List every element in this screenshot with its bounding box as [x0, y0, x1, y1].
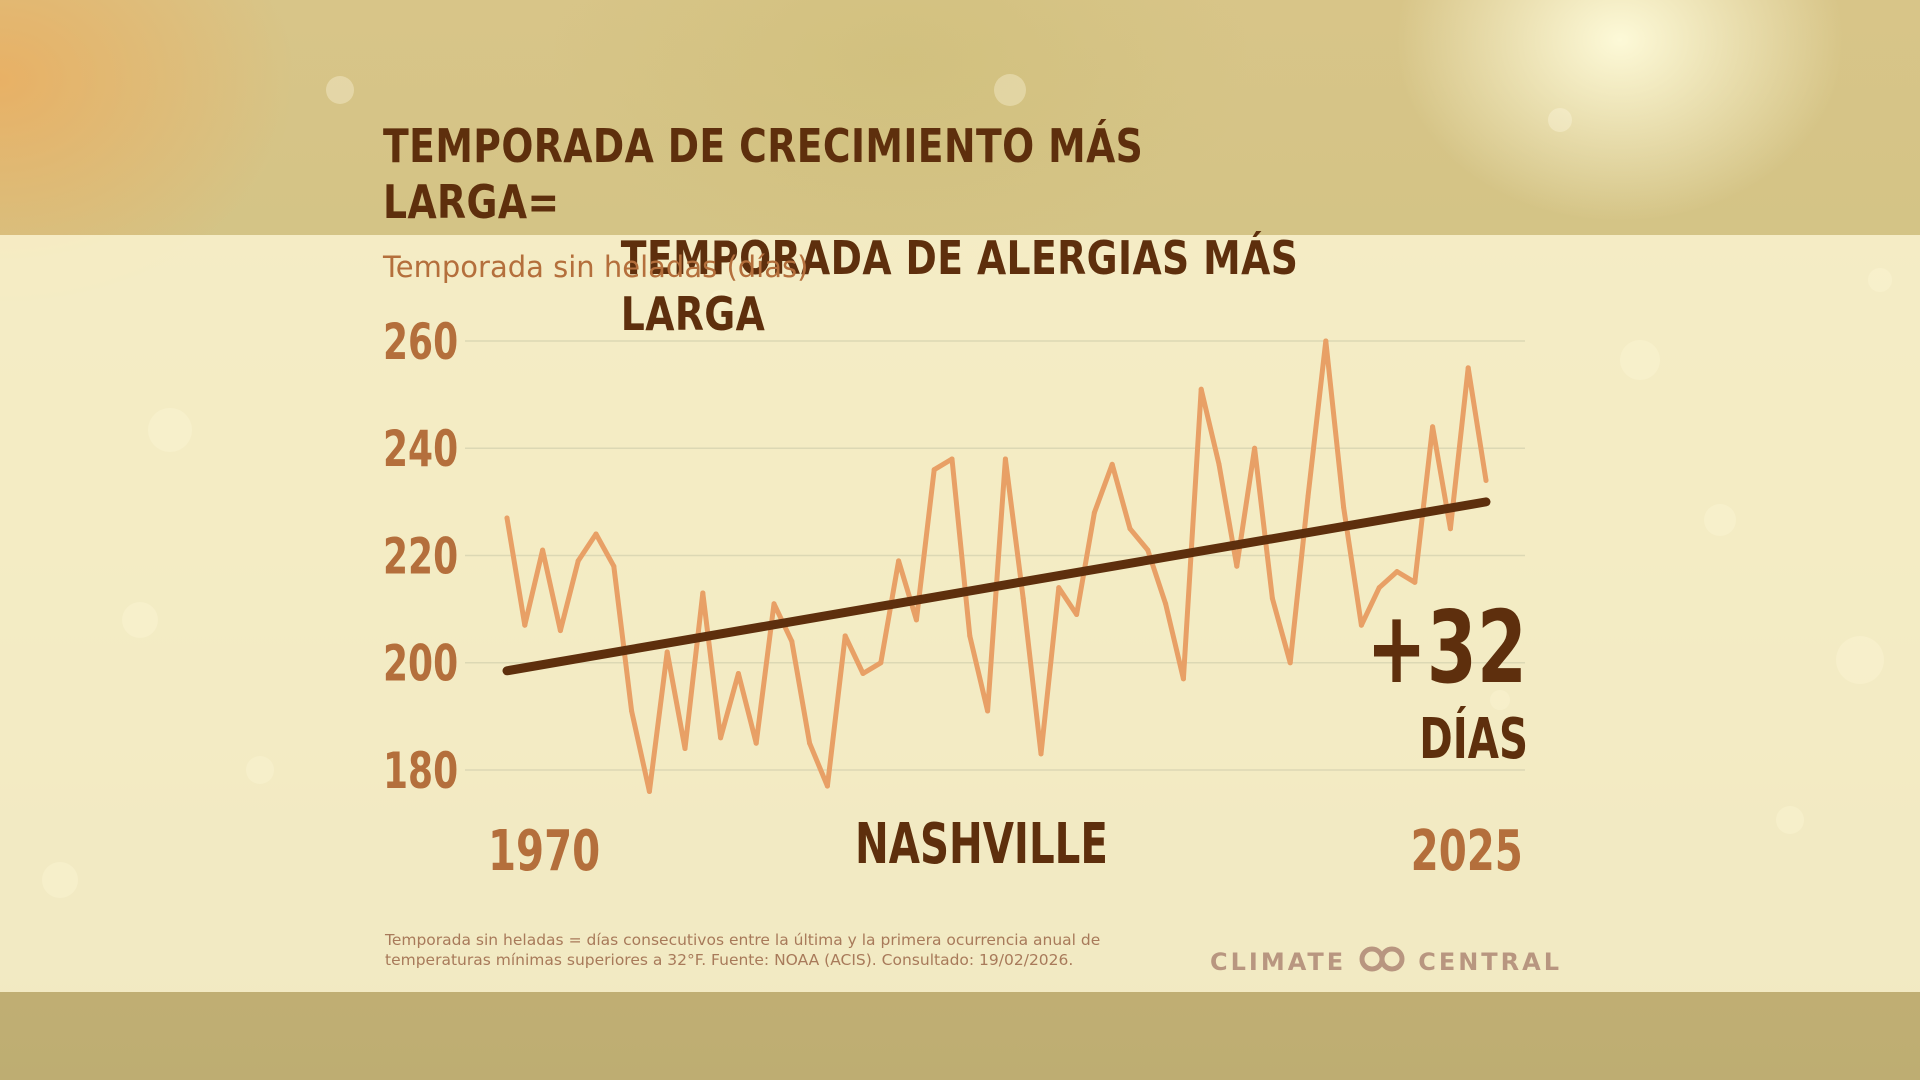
data-point	[1056, 585, 1062, 591]
data-point	[1447, 526, 1453, 532]
data-point	[575, 558, 581, 564]
data-point	[1252, 445, 1258, 451]
data-point	[611, 563, 617, 569]
data-point	[664, 649, 670, 655]
data-point	[1038, 751, 1044, 757]
data-point	[1430, 424, 1436, 430]
data-point	[1163, 601, 1169, 607]
data-point	[1127, 526, 1133, 532]
y-tick-label: 220	[383, 529, 458, 586]
bokeh-spot	[326, 76, 354, 104]
series-line-frost-free-days	[504, 338, 1489, 794]
data-point	[557, 628, 563, 634]
logo-rings-icon	[1356, 946, 1408, 978]
chart-title: TEMPORADA DE CRECIMIENTO MÁS LARGA= TEMP…	[383, 118, 1326, 342]
data-point	[931, 467, 937, 473]
data-point	[593, 531, 599, 537]
data-point	[504, 515, 510, 521]
data-point	[985, 708, 991, 714]
bokeh-spot	[1548, 108, 1572, 132]
data-point	[1465, 365, 1471, 371]
data-point	[1323, 338, 1329, 344]
data-point	[1287, 660, 1293, 666]
highlight-unit: DÍAS	[1419, 707, 1528, 772]
data-point	[1198, 386, 1204, 392]
data-point	[540, 547, 546, 553]
data-point	[1020, 595, 1026, 601]
data-point	[896, 558, 902, 564]
data-point	[913, 617, 919, 623]
data-point	[753, 740, 759, 746]
data-point	[1234, 563, 1240, 569]
footnote-line-1: Temporada sin heladas = días consecutivo…	[385, 931, 1101, 949]
data-point	[1394, 569, 1400, 575]
location-label: NASHVILLE	[855, 812, 1108, 877]
data-point	[1269, 595, 1275, 601]
data-point	[807, 740, 813, 746]
bottom-band	[0, 992, 1920, 1080]
data-point	[1376, 585, 1382, 591]
data-point	[735, 670, 741, 676]
y-tick-label: 240	[383, 421, 458, 478]
data-point	[1483, 477, 1489, 483]
data-point	[522, 622, 528, 628]
data-point	[789, 638, 795, 644]
bokeh-spot	[994, 74, 1026, 106]
highlight-value: +32	[1366, 589, 1527, 706]
data-point	[842, 633, 848, 639]
data-point	[1180, 676, 1186, 682]
climate-central-logo: CLIMATE CENTRAL	[1210, 946, 1562, 978]
data-point	[860, 670, 866, 676]
data-point	[949, 456, 955, 462]
data-point	[1305, 494, 1311, 500]
data-point	[1002, 456, 1008, 462]
logo-text-right: CENTRAL	[1418, 948, 1563, 976]
y-tick-label: 200	[383, 636, 458, 693]
data-point	[1358, 622, 1364, 628]
title-line-2: TEMPORADA DE ALERGIAS MÁS LARGA	[620, 231, 1299, 341]
data-point	[1074, 611, 1080, 617]
data-point	[1216, 461, 1222, 467]
trend-line	[502, 497, 1491, 676]
data-point	[878, 660, 884, 666]
data-point	[700, 590, 706, 596]
y-tick-label: 180	[383, 743, 458, 800]
title-line-1: TEMPORADA DE CRECIMIENTO MÁS LARGA=	[383, 119, 1144, 229]
data-point	[1341, 504, 1347, 510]
footnote: Temporada sin heladas = días consecutivo…	[385, 930, 1145, 970]
y-axis-label: Temporada sin heladas (días)	[383, 250, 809, 284]
data-point	[824, 783, 830, 789]
x-tick-label-end: 2025	[1410, 819, 1523, 884]
x-tick-label-start: 1970	[488, 819, 601, 884]
data-point	[1412, 579, 1418, 585]
footnote-line-2: temperaturas mínimas superiores a 32°F. …	[385, 951, 1074, 969]
data-point	[1145, 547, 1151, 553]
data-point	[646, 788, 652, 794]
data-point	[967, 633, 973, 639]
data-point	[718, 735, 724, 741]
data-point	[771, 601, 777, 607]
data-point	[1109, 461, 1115, 467]
data-point	[682, 746, 688, 752]
y-tick-label: 260	[383, 314, 458, 371]
logo-text-left: CLIMATE	[1210, 948, 1347, 976]
chart-panel	[0, 235, 1920, 992]
data-point	[629, 708, 635, 714]
data-point	[1091, 510, 1097, 516]
